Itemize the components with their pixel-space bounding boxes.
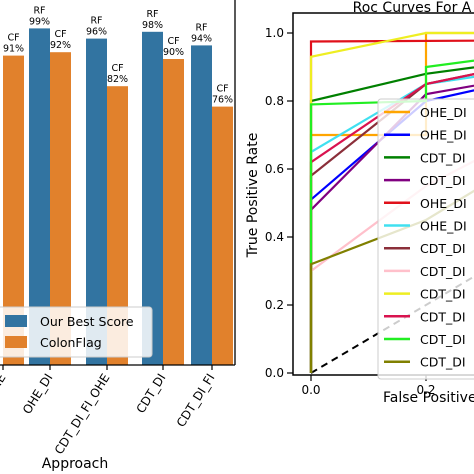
bar-x-tick-label-cdt-di: CDT_DI — [133, 371, 168, 416]
bar-chart-annotations: CF91%RF99%CF92%RF96%CF82%RF98%CF90%RF94%… — [3, 5, 233, 105]
roc-x-tick-label-0-2: 0.2 — [416, 383, 435, 397]
bar-label-colonflag-ohe-di-value: 92% — [50, 40, 71, 51]
bar-label-colonflag-cdt-di-fi-ohe-value: 82% — [107, 74, 128, 85]
roc-legend-label-3: CDT_DI — [420, 150, 466, 165]
bar-legend-frame — [0, 306, 153, 358]
roc-chart-legend: OHE_DI OHE_DI CDT_DI CDT_DI OHE_DI OHE_DI CDT_… — [377, 98, 474, 380]
bar-chart-x-axis-label: Approach — [42, 456, 109, 472]
bar-label-colonflag-cdt-di-fi-model: CF — [216, 84, 228, 95]
roc-y-tick-label-0-4: 0.4 — [265, 230, 284, 244]
bar-x-tick-label-cdt-di-fi-ohe: CDT_DI_FI_OHE — [52, 371, 113, 457]
roc-y-tick-label-0-0: 0.0 — [265, 366, 284, 380]
roc-legend-frame — [377, 98, 474, 380]
roc-legend-label-1: OHE_DI — [420, 105, 467, 120]
roc-y-tick-label-1-0: 1.0 — [265, 26, 284, 40]
bar-label-colonflag-cdt-di-value: 90% — [163, 47, 184, 58]
bar-colonflag-ohe — [3, 55, 24, 365]
roc-legend-label-12: CDT_DI — [420, 355, 466, 370]
bar-chart-panel: CF91%RF99%CF92%RF96%CF82%RF98%CF90%RF94%… — [0, 0, 236, 472]
roc-legend-label-4: CDT_DI — [420, 173, 466, 188]
bar-label-colonflag-cdt-di-model: CF — [167, 36, 179, 47]
bar-chart-legend: Our Best Score ColonFlag — [0, 306, 153, 358]
roc-legend-label-7: CDT_DI — [420, 241, 466, 256]
bar-label-our-best-score-cdt-di-value: 98% — [142, 20, 163, 31]
roc-y-tick-label-0-8: 0.8 — [265, 94, 284, 108]
roc-y-tick-label-0-2: 0.2 — [265, 298, 284, 312]
bar-label-our-best-score-ohe-di-value: 99% — [29, 16, 50, 27]
bar-our-best-score-cdt-di-fi — [191, 45, 212, 366]
bar-colonflag-cdt-di-fi-ohe — [107, 86, 128, 365]
bar-label-our-best-score-cdt-di-model: RF — [146, 9, 158, 20]
roc-legend-label-9: CDT_DI — [420, 287, 466, 302]
bar-label-our-best-score-ohe-di-model: RF — [33, 5, 45, 16]
roc-y-tick-label-0-6: 0.6 — [265, 162, 284, 176]
legend-label-our-best-score: Our Best Score — [40, 314, 134, 329]
legend-label-colonflag: ColonFlag — [40, 335, 102, 350]
roc-chart-panel: Roc Curves For A 0.0 0.2 0.4 0.6 0.8 1.0 0.0 0.… — [245, 0, 474, 406]
bar-label-colonflag-ohe-di-model: CF — [54, 29, 66, 40]
roc-legend-label-6: OHE_DI — [420, 219, 467, 234]
roc-legend-label-11: CDT_DI — [420, 332, 466, 347]
roc-chart-title: Roc Curves For A — [353, 0, 472, 16]
roc-legend-label-8: CDT_DI — [420, 264, 466, 279]
roc-legend-label-10: CDT_DI — [420, 309, 466, 324]
bar-our-best-score-cdt-di — [142, 31, 163, 366]
bar-chart-bars — [3, 28, 233, 366]
bar-label-colonflag-cdt-di-fi-value: 76% — [212, 95, 233, 106]
legend-swatch-colonflag — [5, 336, 27, 348]
bar-label-colonflag-cdt-di-fi-ohe-model: CF — [111, 63, 123, 74]
roc-chart-ticks: 0.00.20.40.60.81.00.00.20.40.6 — [265, 26, 436, 397]
bar-colonflag-cdt-di-fi — [212, 106, 233, 365]
bar-label-our-best-score-cdt-di-fi-ohe-value: 96% — [86, 27, 107, 38]
bar-label-our-best-score-cdt-di-fi-model: RF — [195, 22, 207, 33]
roc-chart-x-axis-label: False Positive — [383, 390, 474, 406]
roc-x-tick-label-0-0: 0.0 — [301, 383, 320, 397]
roc-legend-label-2: OHE_DI — [420, 128, 467, 143]
bar-label-our-best-score-cdt-di-fi-ohe-model: RF — [90, 16, 102, 27]
roc-curve-12-cdt-di — [309, 189, 474, 373]
bar-our-best-score-ohe-di — [29, 28, 50, 366]
bar-x-tick-label-ohe: _OHE — [0, 371, 9, 406]
bar-label-colonflag-ohe-value: 91% — [3, 44, 24, 55]
roc-chart-y-axis-label: True Positive Rate — [245, 133, 261, 259]
roc-legend-label-5: OHE_DI — [420, 196, 467, 211]
bar-x-tick-label-cdt-di-fi: CDT_DI_FI — [174, 371, 218, 429]
legend-swatch-our-best-score — [5, 315, 27, 327]
bar-x-tick-label-ohe-di: OHE_DI — [20, 371, 56, 416]
bar-our-best-score-cdt-di-fi-ohe — [86, 38, 107, 365]
bar-colonflag-ohe-di — [50, 52, 71, 365]
bar-label-colonflag-ohe-model: CF — [7, 33, 19, 44]
bar-colonflag-cdt-di — [163, 59, 184, 365]
bar-label-our-best-score-cdt-di-fi-value: 94% — [191, 33, 212, 44]
